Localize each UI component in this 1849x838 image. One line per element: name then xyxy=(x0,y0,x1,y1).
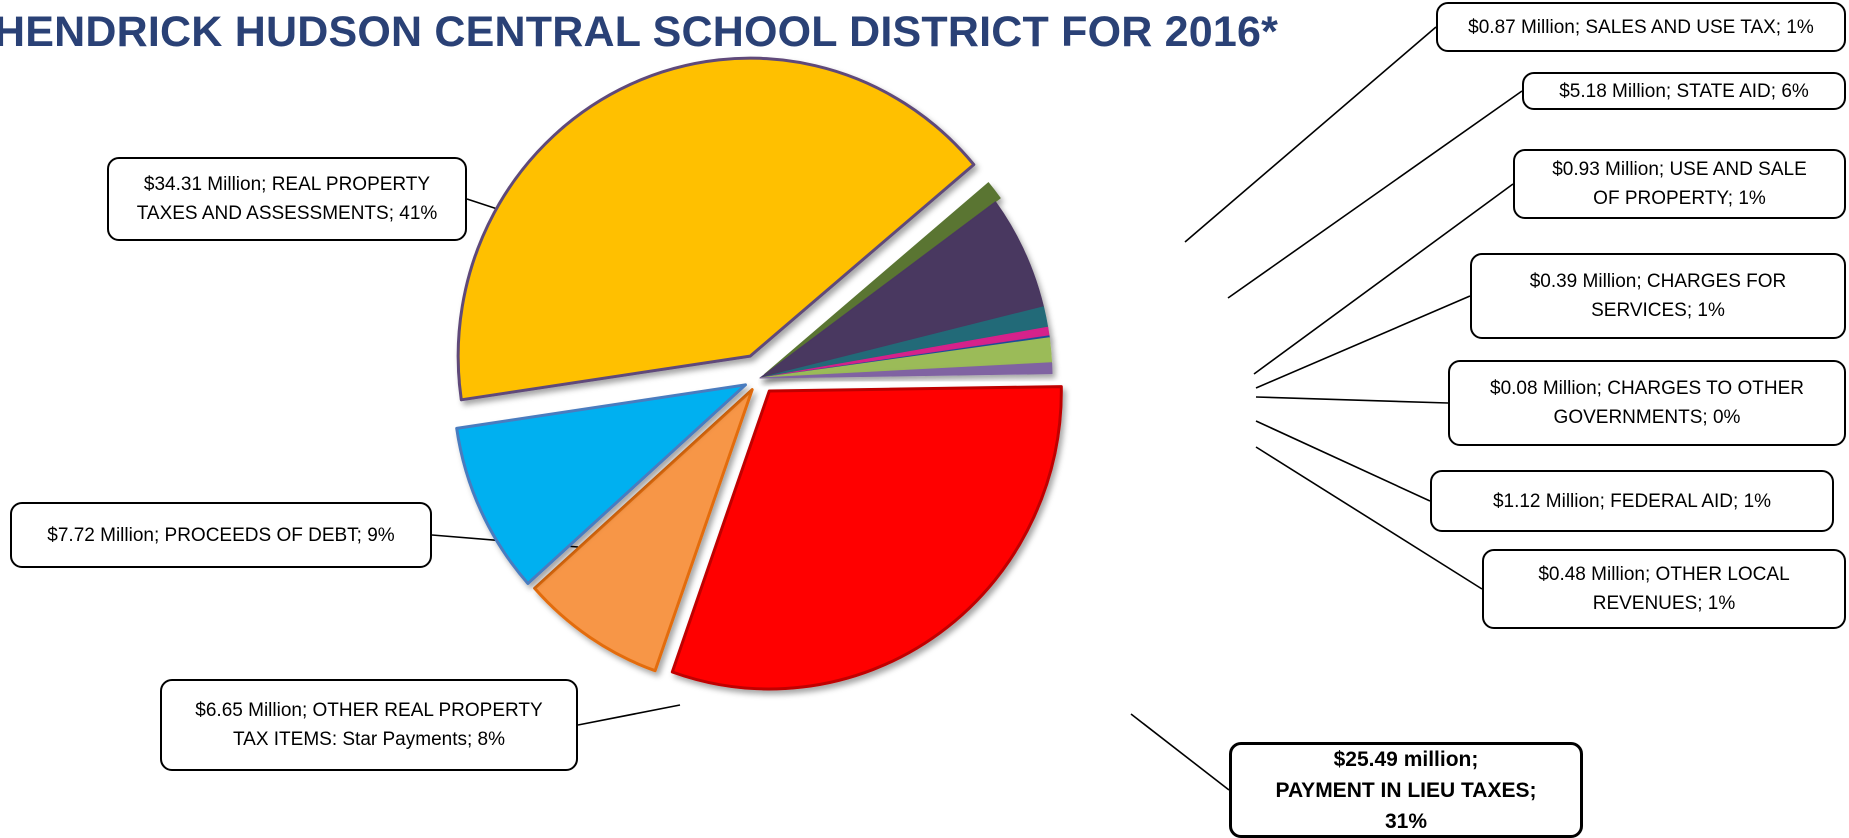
callout-charges-to-other-governments: $0.08 Million; CHARGES TO OTHER GOVERNMEN… xyxy=(1448,360,1846,446)
leader-line-charges-other-govts xyxy=(1255,396,1449,404)
callout-federal-aid: $1.12 Million; FEDERAL AID; 1% xyxy=(1430,470,1834,532)
callout-line: TAXES AND ASSESSMENTS; 41% xyxy=(136,203,438,224)
callout-payment-in-lieu-taxes: $25.49 million; PAYMENT IN LIEU TAXES; 31% xyxy=(1229,742,1583,838)
chart-title: HENDRICK HUDSON CENTRAL SCHOOL DISTRICT … xyxy=(0,8,1279,56)
callout-line: $0.48 Million; OTHER LOCAL xyxy=(1538,564,1790,585)
callout-line: TAX ITEMS: Star Payments; 8% xyxy=(232,729,506,750)
leader-line-charges-services xyxy=(1255,295,1471,389)
leader-line-pilot xyxy=(1130,713,1230,791)
callout-line: $6.65 Million; OTHER REAL PROPERTY xyxy=(195,700,543,721)
leader-line-other-local xyxy=(1255,446,1483,590)
pie-slice-other-local xyxy=(759,362,1053,379)
callout-line: GOVERNMENTS; 0% xyxy=(1553,407,1741,428)
callout-line: PAYMENT IN LIEU TAXES; xyxy=(1275,778,1537,802)
pie-slice-state-aid xyxy=(759,201,1044,379)
callout-state-aid: $5.18 Million; STATE AID; 6% xyxy=(1522,72,1846,110)
pie-slices xyxy=(455,56,1063,691)
pie-slice-star xyxy=(533,388,754,673)
callout-real-property-taxes: $34.31 Million; REAL PROPERTY TAXES AND A… xyxy=(107,157,467,241)
callout-line: $0.87 Million; SALES AND USE TAX; 1% xyxy=(1468,16,1814,38)
leader-line-state-aid xyxy=(1227,90,1523,299)
callout-line: OF PROPERTY; 1% xyxy=(1593,188,1766,209)
callout-line: $0.93 Million; USE AND SALE xyxy=(1552,159,1807,180)
callout-line: $34.31 Million; REAL PROPERTY xyxy=(143,174,431,195)
pie-slice-pilot xyxy=(670,385,1063,691)
callout-use-and-sale-of-property: $0.93 Million; USE AND SALE OF PROPERTY; … xyxy=(1513,149,1846,219)
callout-charges-for-services: $0.39 Million; CHARGES FOR SERVICES; 1% xyxy=(1470,253,1846,339)
callout-proceeds-of-debt: $7.72 Million; PROCEEDS OF DEBT; 9% xyxy=(10,502,432,568)
callout-line: $7.72 Million; PROCEEDS OF DEBT; 9% xyxy=(47,524,395,546)
callout-sales-and-use-tax: $0.87 Million; SALES AND USE TAX; 1% xyxy=(1436,2,1846,52)
callout-line: REVENUES; 1% xyxy=(1592,593,1736,614)
callout-line: $25.49 million; xyxy=(1333,747,1479,771)
pie-slice-debt xyxy=(455,383,747,585)
leader-line-sales-tax xyxy=(1184,26,1437,243)
callout-other-real-property-tax-items: $6.65 Million; OTHER REAL PROPERTY TAX IT… xyxy=(160,679,578,771)
callout-other-local-revenues: $0.48 Million; OTHER LOCAL REVENUES; 1% xyxy=(1482,549,1846,629)
callout-line: SERVICES; 1% xyxy=(1591,300,1725,321)
leader-line-star xyxy=(577,704,681,726)
pie-slice-real-property xyxy=(456,56,976,402)
callout-line: $5.18 Million; STATE AID; 6% xyxy=(1559,80,1809,102)
leader-line-use-sale-property xyxy=(1253,183,1514,375)
pie-slice-sales-tax xyxy=(764,182,1001,375)
callout-line: $1.12 Million; FEDERAL AID; 1% xyxy=(1492,490,1772,512)
callout-line: $0.08 Million; CHARGES TO OTHER xyxy=(1490,378,1804,399)
callout-line: 31% xyxy=(1384,809,1427,833)
leader-line-federal-aid xyxy=(1255,420,1431,502)
callout-line: $0.39 Million; CHARGES FOR xyxy=(1529,271,1787,292)
